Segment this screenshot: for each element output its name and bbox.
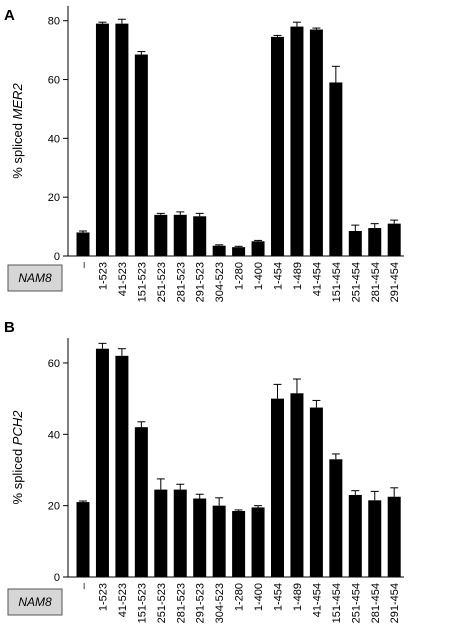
panel-b-bar — [154, 489, 168, 577]
panel-b-bar — [329, 459, 343, 577]
panel-a-y-tick-label: 40 — [48, 133, 60, 145]
panel-a-bar — [251, 241, 265, 256]
panel-a-bar — [76, 232, 90, 256]
panel-b-category-label: 1-454 — [273, 583, 285, 611]
panel-a-bar — [309, 29, 323, 256]
panel-a-category-label: 304-523 — [214, 262, 226, 302]
panel-a-y-tick-label: 0 — [54, 251, 60, 263]
panel-b-y-tick-label: 0 — [54, 572, 60, 584]
panel-a-category-label: 1-400 — [253, 262, 265, 290]
panel-a-bar — [290, 26, 304, 256]
panel-a-bar — [348, 231, 362, 256]
panel-a-letter: A — [4, 7, 15, 24]
panel-a-bar — [115, 23, 129, 256]
panel-b-category-label: 41-523 — [117, 583, 129, 617]
panel-b-category-label: 251-523 — [156, 583, 168, 623]
panel-a-bar — [212, 245, 226, 256]
panel-b-category-label: 1-280 — [234, 583, 246, 611]
panel-b-category-label: 251-454 — [350, 583, 362, 623]
panel-a-y-tick-label: 80 — [48, 16, 60, 28]
panel-b-y-axis-label: % spliced PCH2 — [10, 410, 25, 505]
panel-b-bar — [387, 496, 401, 577]
panel-b-category-label: – — [78, 582, 90, 589]
panel-b-category-label: 1-523 — [97, 583, 109, 611]
panel-b-bar — [232, 511, 246, 577]
panel-a-y-axis-label-prefix: % spliced — [10, 119, 25, 178]
panel-b-category-label: 281-454 — [370, 583, 382, 623]
panel-b-category-label: 151-454 — [331, 583, 343, 623]
panel-a-category-label: 1-489 — [292, 262, 304, 290]
panel-b-y-tick-label: 60 — [48, 358, 60, 370]
panel-b-category-label: 281-523 — [175, 583, 187, 623]
panel-a-category-label: 1-523 — [97, 262, 109, 290]
panel-a-bar — [154, 214, 168, 256]
panel-a-category-label: – — [78, 261, 90, 268]
panel-b-bar — [134, 427, 148, 577]
panel-a-bar — [387, 223, 401, 256]
panel-a-y-axis-label: % spliced MER2 — [10, 83, 25, 179]
panel-b-letter: B — [4, 319, 15, 336]
panel-b-category-label: 1-400 — [253, 583, 265, 611]
panel-a-category-label: 251-454 — [350, 262, 362, 302]
panel-b-y-tick-label: 20 — [48, 501, 60, 513]
panel-a-category-label: 291-454 — [389, 262, 401, 302]
panel-b-y-tick-label: 40 — [48, 429, 60, 441]
panel-a-category-label: 281-523 — [175, 262, 187, 302]
panel-b-category-label: 1-489 — [292, 583, 304, 611]
panel-a-y-tick-label: 20 — [48, 192, 60, 204]
panel-b-y-axis-label-prefix: % spliced — [10, 445, 25, 504]
panel-b-category-label: 41-454 — [311, 583, 323, 617]
panel-b-bar — [212, 505, 226, 577]
panel-b-bar — [76, 502, 90, 577]
panel-b-bar — [95, 348, 109, 577]
panel-a-category-label: 151-454 — [331, 262, 343, 302]
panel-a-bar — [368, 228, 382, 256]
panel-b-category-label: 291-523 — [195, 583, 207, 623]
panel-a-category-label: 41-523 — [117, 262, 129, 296]
panel-b-category-label: 291-454 — [389, 583, 401, 623]
panel-a-bar — [95, 23, 109, 256]
panel-b-bar — [368, 500, 382, 577]
panel-a-row-label: NAM8 — [18, 271, 52, 285]
panel-b-row-label-box — [7, 588, 63, 616]
panel-a-y-axis-label-gene: MER2 — [10, 83, 25, 120]
panel-a-row-label-box — [7, 264, 63, 292]
panel-a-category-label: 151-523 — [136, 262, 148, 302]
panel-b-bar — [173, 489, 187, 577]
panel-a-bar — [193, 216, 207, 256]
panel-b-bar — [115, 355, 129, 577]
panel-a-y-tick-label: 60 — [48, 75, 60, 87]
panel-b-category-label: 304-523 — [214, 583, 226, 623]
panel-a-bar — [329, 82, 343, 257]
panel-a-category-label: 251-523 — [156, 262, 168, 302]
panel-a-category-label: 291-523 — [195, 262, 207, 302]
panel-a-category-label: 1-454 — [273, 262, 285, 290]
panel-a-category-label: 1-280 — [234, 262, 246, 290]
panel-a-category-label: 41-454 — [311, 262, 323, 296]
panel-b-bar — [193, 498, 207, 577]
panel-a-bar — [271, 36, 284, 256]
panel-b-bar — [271, 398, 284, 577]
panel-b-category-label: 151-523 — [136, 583, 148, 623]
panel-a-bar — [134, 54, 148, 256]
panel-b-bar — [348, 494, 362, 577]
panel-a-category-label: 281-454 — [370, 262, 382, 302]
panel-b-bar — [251, 507, 265, 577]
panel-a-bar — [232, 247, 246, 256]
panel-b-y-axis-label-gene: PCH2 — [10, 410, 25, 445]
panel-b-bar — [290, 393, 304, 577]
panel-b-bar — [309, 407, 323, 577]
panel-b-row-label: NAM8 — [18, 595, 52, 609]
panel-a-bar — [173, 214, 187, 256]
